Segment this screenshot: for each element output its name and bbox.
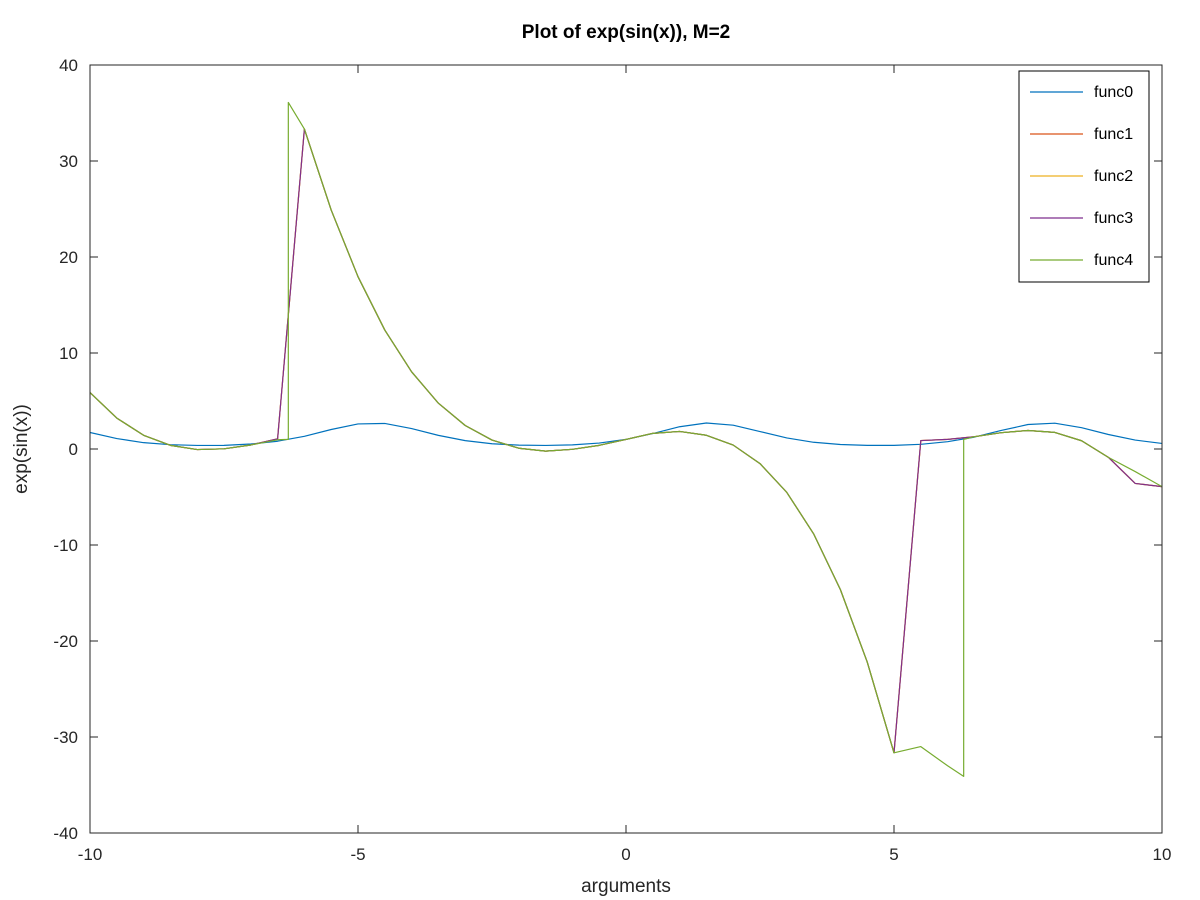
legend-label-func4: func4 [1094,252,1133,269]
y-axis-label: exp(sin(x)) [11,404,32,494]
x-tick-label: 5 [889,845,898,864]
series-layer [90,101,1162,777]
y-tick-label: 10 [59,344,78,363]
legend-label-func0: func0 [1094,84,1133,101]
y-tick-label: 0 [69,440,78,459]
x-tick-label: 10 [1153,845,1172,864]
x-tick-label: 0 [621,845,630,864]
plot-background [90,65,1162,833]
y-tick-label: -10 [53,536,78,555]
y-tick-label: -40 [53,824,78,843]
series-line-func4 [90,101,1162,777]
axes-layer: -10 -5 0 5 10 -40 -30 -20 -10 0 10 20 30 40 [53,56,1171,864]
y-tick-label: 30 [59,152,78,171]
y-tick-label: -30 [53,728,78,747]
legend-label-func2: func2 [1094,168,1133,185]
legend: func0 func1 func2 func3 func4 [1018,70,1150,283]
x-axis-label: arguments [581,876,671,897]
y-tick-label: -20 [53,632,78,651]
legend-label-func3: func3 [1094,210,1133,227]
plot-area [90,65,1162,833]
y-tick-label: 20 [59,248,78,267]
chart-title: Plot of exp(sin(x)), M=2 [522,22,731,43]
legend-label-func1: func1 [1094,126,1133,143]
x-tick-label: -10 [78,845,103,864]
x-tick-label: -5 [350,845,365,864]
y-tick-label: 40 [59,56,78,75]
